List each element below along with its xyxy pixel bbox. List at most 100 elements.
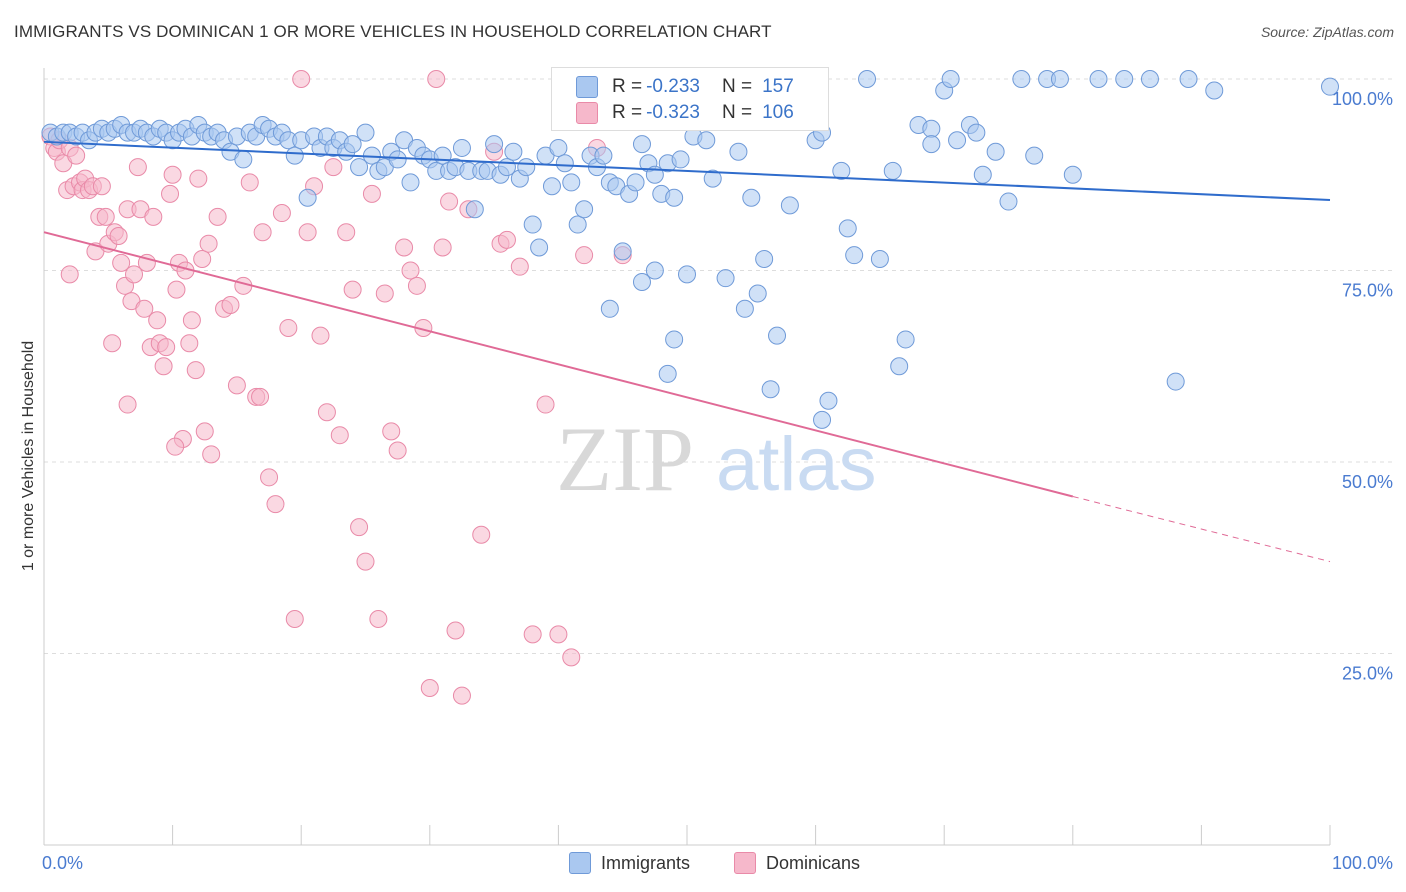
legend-label-dominicans: Dominicans — [766, 852, 861, 873]
immigrants-point — [613, 242, 632, 261]
dominicans-point — [562, 648, 581, 667]
dominicans-point — [125, 265, 144, 284]
dominicans-points — [41, 70, 632, 705]
trend-lines — [43, 140, 1331, 563]
dominicans-point — [186, 361, 205, 380]
immigrants-point — [896, 330, 915, 349]
y-tick-label: 100.0% — [1332, 89, 1393, 109]
immigrants-point — [645, 261, 664, 280]
dominicans-point — [182, 311, 201, 330]
dominicans-point — [193, 250, 212, 269]
dominicans-point — [266, 495, 285, 514]
dominicans-point — [221, 295, 240, 314]
legend-row-immigrants: R = -0.233 N = 157 — [576, 75, 794, 99]
r-value: -0.323 — [646, 102, 700, 123]
dominicans-point — [154, 357, 173, 376]
immigrants-point — [671, 150, 690, 169]
y-tick-label: 75.0% — [1342, 281, 1393, 301]
dominicans-point — [118, 395, 137, 414]
immigrants-point — [343, 135, 362, 154]
immigrants-point — [356, 123, 375, 142]
immigrants-point — [568, 215, 587, 234]
dominicans-point — [510, 257, 529, 276]
legend-item-immigrants[interactable]: Immigrants — [569, 852, 690, 874]
immigrants-point — [703, 169, 722, 188]
y-tick-label: 50.0% — [1342, 472, 1393, 492]
dominicans-point — [536, 395, 555, 414]
dominicans-point — [96, 207, 115, 226]
immigrants-point — [890, 357, 909, 376]
dominicans-point — [161, 184, 180, 203]
immigrants-point — [973, 165, 992, 184]
immigrants-point — [626, 173, 645, 192]
dominicans-point — [272, 204, 291, 223]
immigrants-swatch — [569, 852, 591, 874]
immigrants-point — [729, 142, 748, 161]
dominicans-point — [195, 422, 214, 441]
immigrants-point — [858, 70, 877, 88]
dominicans-point — [189, 169, 208, 188]
n-label: N = — [721, 76, 753, 97]
immigrants-point — [716, 269, 735, 288]
immigrants-point — [883, 161, 902, 180]
immigrants-point — [697, 131, 716, 150]
dominicans-point — [148, 311, 167, 330]
immigrants-point — [819, 391, 838, 410]
dominicans-point — [285, 610, 304, 629]
dominicans-point — [433, 238, 452, 257]
immigrants-point — [755, 250, 774, 269]
immigrants-point — [967, 123, 986, 142]
immigrants-point — [542, 177, 561, 196]
dominicans-point — [440, 192, 459, 211]
dominicans-swatch — [734, 852, 756, 874]
dominicans-point — [208, 207, 227, 226]
tick-labels: 25.0% 50.0% 75.0% 100.0% 0.0% 100.0% — [42, 89, 1393, 873]
immigrants-point — [948, 131, 967, 150]
immigrants-point — [523, 215, 542, 234]
dominicans-point — [324, 158, 343, 177]
immigrants-point — [845, 246, 864, 265]
dominicans-point — [446, 621, 465, 640]
immigrants-point — [285, 146, 304, 165]
immigrants-point — [999, 192, 1018, 211]
immigrants-point — [761, 380, 780, 399]
immigrants-point — [530, 238, 549, 257]
immigrants-point — [658, 364, 677, 383]
immigrants-point — [388, 150, 407, 169]
dominicans-point — [401, 261, 420, 280]
dominicans-point — [350, 518, 369, 537]
dominicans-point — [112, 253, 131, 272]
immigrants-point — [986, 142, 1005, 161]
immigrants-point — [735, 299, 754, 318]
dominicans-point — [523, 625, 542, 644]
immigrants-point — [465, 200, 484, 219]
dominicans-point — [298, 223, 317, 242]
immigrants-point — [549, 138, 568, 157]
dominicans-point — [292, 70, 311, 88]
immigrants-point — [1063, 165, 1082, 184]
correlation-legend: R = -0.233 N = 157 R = -0.323 N = 106 — [551, 67, 829, 131]
x-tick-label: 100.0% — [1332, 853, 1393, 873]
dominicans-point — [375, 284, 394, 303]
y-tick-label: 25.0% — [1342, 664, 1393, 684]
immigrants-point — [562, 173, 581, 192]
dominicans-point — [144, 207, 163, 226]
immigrants-point — [1321, 77, 1339, 96]
dominicans-point — [260, 468, 279, 487]
dominicans-point — [279, 318, 298, 337]
gridlines — [44, 78, 1392, 654]
dominicans-point — [472, 525, 491, 544]
legend-item-dominicans[interactable]: Dominicans — [734, 852, 860, 874]
dominicans-point — [109, 227, 128, 246]
dominicans-point — [60, 265, 79, 284]
immigrants-point — [813, 410, 832, 429]
chart-title: IMMIGRANTS VS DOMINICAN 1 OR MORE VEHICL… — [14, 22, 772, 41]
r-label: R = — [612, 102, 643, 123]
dominicans-point — [227, 376, 246, 395]
immigrants-point — [1089, 70, 1108, 88]
immigrants-point — [838, 219, 857, 238]
dominicans-point — [395, 238, 414, 257]
immigrants-point — [1179, 70, 1198, 88]
dominicans-point — [343, 280, 362, 299]
